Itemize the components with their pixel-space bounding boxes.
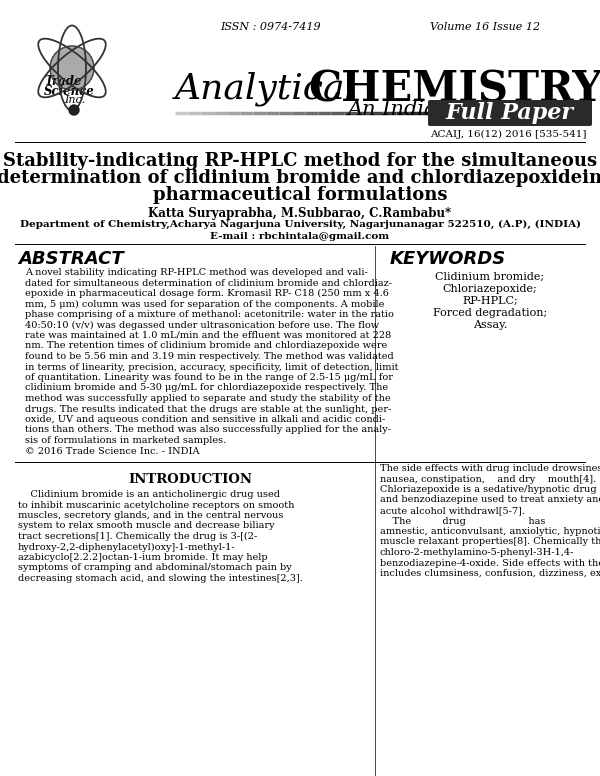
Text: system to relax smooth muscle and decrease biliary: system to relax smooth muscle and decrea… xyxy=(18,521,275,531)
Text: tions than others. The method was also successfully applied for the analy-: tions than others. The method was also s… xyxy=(25,425,391,435)
Text: nausea, constipation,    and dry    mouth[4].: nausea, constipation, and dry mouth[4]. xyxy=(380,474,596,483)
Text: azabicyclo[2.2.2]octan-1-ium bromide. It may help: azabicyclo[2.2.2]octan-1-ium bromide. It… xyxy=(18,553,268,562)
Text: muscles, secretory glands, and in the central nervous: muscles, secretory glands, and in the ce… xyxy=(18,511,283,520)
Text: ABSTRACT: ABSTRACT xyxy=(18,250,124,268)
Text: E-mail : rbchintala@gmail.com: E-mail : rbchintala@gmail.com xyxy=(211,232,389,241)
Text: dated for simultaneous determination of clidinium bromide and chlordiaz-: dated for simultaneous determination of … xyxy=(25,279,392,287)
Text: found to be 5.56 min and 3.19 min respectively. The method was validated: found to be 5.56 min and 3.19 min respec… xyxy=(25,352,394,361)
Text: Assay.: Assay. xyxy=(473,320,507,330)
Text: Forced degradation;: Forced degradation; xyxy=(433,308,547,318)
Text: CHEMISTRY: CHEMISTRY xyxy=(308,68,600,110)
Text: Clidinium bromide;: Clidinium bromide; xyxy=(436,272,545,282)
Text: Clidinium bromide is an anticholinergic drug used: Clidinium bromide is an anticholinergic … xyxy=(18,490,280,499)
Text: and benzodiazepine used to treat anxiety and: and benzodiazepine used to treat anxiety… xyxy=(380,496,600,504)
Text: oxide, UV and aqueous condition and sensitive in alkali and acidic condi-: oxide, UV and aqueous condition and sens… xyxy=(25,415,385,424)
Text: Science: Science xyxy=(44,85,95,98)
Text: Department of Chemistry,Acharya Nagarjuna University, Nagarjunanagar 522510, (A.: Department of Chemistry,Acharya Nagarjun… xyxy=(19,220,581,229)
Text: Inc.: Inc. xyxy=(64,95,85,105)
Text: determination of clidinium bromide and chlordiazepoxidein: determination of clidinium bromide and c… xyxy=(0,169,600,187)
Text: muscle relaxant properties[8]. Chemically the drug is 7-: muscle relaxant properties[8]. Chemicall… xyxy=(380,538,600,546)
Text: ISSN : 0974-7419: ISSN : 0974-7419 xyxy=(220,22,320,32)
Text: chloro-2-methylamino-5-phenyl-3H-1,4-: chloro-2-methylamino-5-phenyl-3H-1,4- xyxy=(380,548,574,557)
Text: hydroxy-2,2-diphenylacetyl)oxy]-1-methyl-1-: hydroxy-2,2-diphenylacetyl)oxy]-1-methyl… xyxy=(18,542,236,552)
Text: in terms of linearity, precision, accuracy, specificity, limit of detection, lim: in terms of linearity, precision, accura… xyxy=(25,362,398,372)
Text: to inhibit muscarinic acetylcholine receptors on smooth: to inhibit muscarinic acetylcholine rece… xyxy=(18,501,295,510)
Text: amnestic, anticonvulsant, anxiolytic, hypnotic and skeletal: amnestic, anticonvulsant, anxiolytic, hy… xyxy=(380,527,600,536)
Text: The side effects with drug include drowsiness, dizziness,: The side effects with drug include drows… xyxy=(380,464,600,473)
Text: ACAIJ, 16(12) 2016 [535-541]: ACAIJ, 16(12) 2016 [535-541] xyxy=(430,130,587,139)
Text: Volume 16 Issue 12: Volume 16 Issue 12 xyxy=(430,22,540,32)
Text: pharmaceutical formulations: pharmaceutical formulations xyxy=(153,186,447,204)
Text: sis of formulations in marketed samples.: sis of formulations in marketed samples. xyxy=(25,436,226,445)
Text: phase comprising of a mixture of methanol: acetonitrile: water in the ratio: phase comprising of a mixture of methano… xyxy=(25,310,394,319)
Text: KEYWORDS: KEYWORDS xyxy=(390,250,506,268)
Text: Trade: Trade xyxy=(44,75,82,88)
Text: An Indian Journal: An Indian Journal xyxy=(348,100,535,119)
Circle shape xyxy=(69,105,79,115)
Text: clidinium bromide and 5-30 μg/mL for chlordiazepoxide respectively. The: clidinium bromide and 5-30 μg/mL for chl… xyxy=(25,383,388,393)
Text: symptoms of cramping and abdominal/stomach pain by: symptoms of cramping and abdominal/stoma… xyxy=(18,563,292,573)
Text: includes clumsiness, confusion, dizziness, excessive: includes clumsiness, confusion, dizzines… xyxy=(380,569,600,578)
Text: Chloriazepoxide;: Chloriazepoxide; xyxy=(443,284,538,294)
Text: nm. The retention times of clidinium bromide and chlordiazepoxide were: nm. The retention times of clidinium bro… xyxy=(25,341,387,351)
Circle shape xyxy=(50,46,94,90)
Text: mm, 5 μm) column was used for separation of the components. A mobile: mm, 5 μm) column was used for separation… xyxy=(25,300,385,309)
Text: 40:50:10 (v/v) was degassed under ultrasonication before use. The flow: 40:50:10 (v/v) was degassed under ultras… xyxy=(25,320,379,330)
Text: acute alcohol withdrawl[5-7].: acute alcohol withdrawl[5-7]. xyxy=(380,506,525,515)
Text: INTRODUCTION: INTRODUCTION xyxy=(128,473,252,486)
Text: Full Paper: Full Paper xyxy=(446,102,574,124)
Text: © 2016 Trade Science Inc. - INDIA: © 2016 Trade Science Inc. - INDIA xyxy=(25,446,199,456)
Text: drugs. The results indicated that the drugs are stable at the sunlight, per-: drugs. The results indicated that the dr… xyxy=(25,404,391,414)
Text: tract secretions[1]. Chemically the drug is 3-[(2-: tract secretions[1]. Chemically the drug… xyxy=(18,532,257,541)
Text: decreasing stomach acid, and slowing the intestines[2,3].: decreasing stomach acid, and slowing the… xyxy=(18,574,303,583)
Text: benzodiazepine-4-oxide. Side effects with the drug: benzodiazepine-4-oxide. Side effects wit… xyxy=(380,559,600,567)
Text: method was successfully applied to separate and study the stability of the: method was successfully applied to separ… xyxy=(25,394,391,403)
Text: A novel stability indicating RP-HPLC method was developed and vali-: A novel stability indicating RP-HPLC met… xyxy=(25,268,368,277)
Text: rate was maintained at 1.0 mL/min and the effluent was monitored at 228: rate was maintained at 1.0 mL/min and th… xyxy=(25,331,391,340)
Text: The          drug                    has: The drug has xyxy=(380,517,545,525)
Text: Analytical: Analytical xyxy=(175,72,357,106)
Text: epoxide in pharmaceutical dosage form. Kromasil RP- C18 (250 mm x 4.6: epoxide in pharmaceutical dosage form. K… xyxy=(25,289,389,298)
Text: Stability-indicating RP-HPLC method for the simultaneous: Stability-indicating RP-HPLC method for … xyxy=(3,152,597,170)
FancyBboxPatch shape xyxy=(428,100,592,126)
Text: RP-HPLC;: RP-HPLC; xyxy=(462,296,518,306)
Text: of quantitation. Linearity was found to be in the range of 2.5-15 μg/mL for: of quantitation. Linearity was found to … xyxy=(25,373,393,382)
Text: Katta Suryaprabha, M.Subbarao, C.Rambabu*: Katta Suryaprabha, M.Subbarao, C.Rambabu… xyxy=(148,207,452,220)
Text: Chloriazepoxide is a sedative/hypnotic drug: Chloriazepoxide is a sedative/hypnotic d… xyxy=(380,485,596,494)
